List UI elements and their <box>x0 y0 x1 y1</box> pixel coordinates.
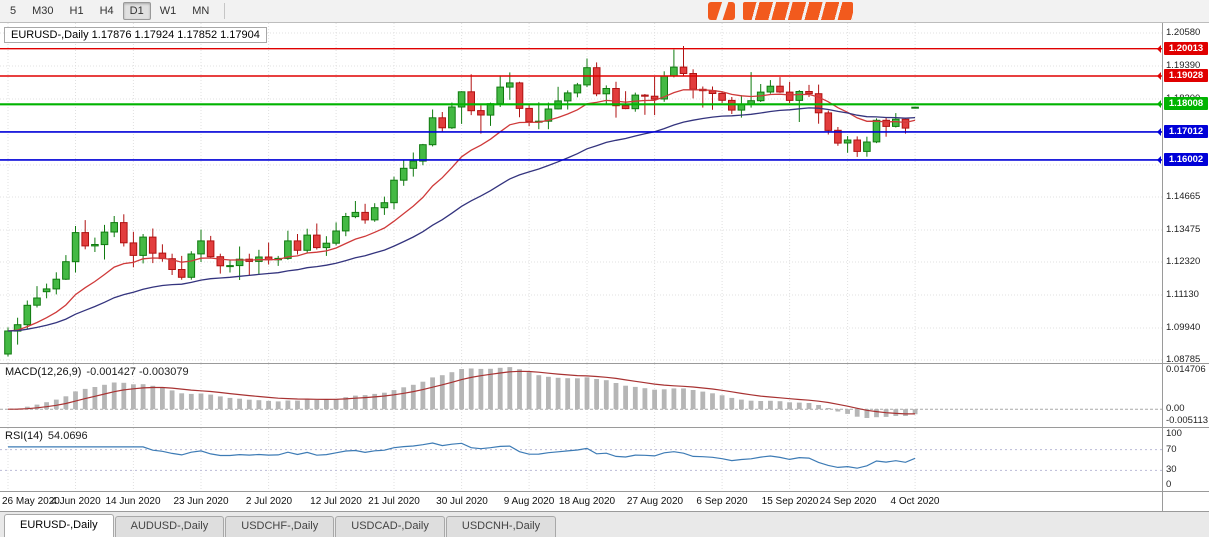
chart-tab-usdchf-daily[interactable]: USDCHF-,Daily <box>225 516 335 537</box>
chart-tab-usdcad-daily[interactable]: USDCAD-,Daily <box>335 516 445 537</box>
rsi-label: RSI(14) 54.0696 <box>5 430 88 442</box>
timeframe-button-w1[interactable]: W1 <box>153 2 184 20</box>
price-chart-svg <box>0 23 1162 363</box>
time-axis-label: 23 Jun 2020 <box>173 496 229 507</box>
time-axis-label: 12 Jul 2020 <box>310 496 362 507</box>
badge-arrow-icon <box>1157 71 1161 80</box>
price-line-badge: 1.16002 <box>1157 153 1208 166</box>
time-axis-label: 14 Jun 2020 <box>105 496 161 507</box>
timeframe-toolbar-buttons: 5 M30 H1 H4 D1 W1 MN <box>2 2 217 20</box>
timeframe-toolbar: 5 M30 H1 H4 D1 W1 MN <box>0 0 1209 23</box>
toolbar-separator <box>224 3 226 19</box>
price-line-badge: 1.20013 <box>1157 42 1208 55</box>
chart-tabs: EURUSD-,Daily AUDUSD-,Daily USDCHF-,Daily U… <box>4 514 557 537</box>
time-axis: 26 May 2020 4 Jun 2020 14 Jun 2020 23 Jun 2… <box>0 492 1209 512</box>
macd-axis-label: -0.005113 <box>1166 415 1209 426</box>
chart-tab-audusd-daily[interactable]: AUDUSD-,Daily <box>114 516 225 537</box>
time-axis-label: 15 Sep 2020 <box>761 496 819 507</box>
macd-axis-label: 0.00 <box>1166 403 1185 414</box>
time-axis-label: 30 Jul 2020 <box>436 496 488 507</box>
price-axis-label: 1.19390 <box>1166 60 1201 71</box>
macd-panel: MACD(12,26,9) -0.001427 -0.003079 0.01470… <box>0 364 1209 428</box>
price-axis-label: 1.12320 <box>1166 256 1201 267</box>
time-axis-label: 9 Aug 2020 <box>503 496 555 507</box>
time-axis-label: 18 Aug 2020 <box>558 496 616 507</box>
timeframe-button-5[interactable]: 5 <box>3 2 23 20</box>
badge-arrow-icon <box>1157 155 1161 164</box>
chart-tab-usdcnh-daily[interactable]: USDCNH-,Daily <box>445 516 557 537</box>
time-axis-labels[interactable]: 26 May 2020 4 Jun 2020 14 Jun 2020 23 Jun 2… <box>0 492 1162 511</box>
price-axis[interactable]: 1.205801.193901.182001.146651.134751.123… <box>1157 23 1209 365</box>
price-axis-label: 1.14665 <box>1166 191 1201 202</box>
rsi-axis-label: 100 <box>1166 428 1182 439</box>
macd-plot[interactable]: MACD(12,26,9) -0.001427 -0.003079 <box>0 364 1162 427</box>
price-line-badge: 1.18008 <box>1157 97 1208 110</box>
macd-axis-label: 0.014706 <box>1166 364 1206 375</box>
price-axis-label: 1.13475 <box>1166 224 1201 235</box>
timeframe-button-h4[interactable]: H4 <box>93 2 121 20</box>
rsi-chart-svg <box>0 428 1162 491</box>
time-axis-label: 6 Sep 2020 <box>696 496 748 507</box>
time-axis-label: 4 Jun 2020 <box>51 496 101 507</box>
time-axis-label: 26 May 2020 <box>2 496 60 507</box>
timeframe-button-mn[interactable]: MN <box>185 2 216 20</box>
time-axis-corner <box>1162 492 1209 511</box>
time-axis-label: 4 Oct 2020 <box>890 496 940 507</box>
broker-logo <box>708 1 853 21</box>
rsi-name: RSI(14) <box>5 430 43 442</box>
time-axis-label: 21 Jul 2020 <box>368 496 420 507</box>
main-chart-panel: EURUSD-,Daily 1.17876 1.17924 1.17852 1.… <box>0 23 1209 365</box>
price-axis-label: 1.09940 <box>1166 322 1201 333</box>
chart-tabs-bar: EURUSD-,Daily AUDUSD-,Daily USDCHF-,Daily U… <box>0 512 1209 537</box>
rsi-plot[interactable]: RSI(14) 54.0696 <box>0 428 1162 491</box>
rsi-axis: 100 70 30 0 <box>1162 428 1209 491</box>
macd-axis: 0.014706 0.00 -0.005113 <box>1162 364 1209 427</box>
time-axis-label: 2 Jul 2020 <box>245 496 293 507</box>
timeframe-button-h1[interactable]: H1 <box>63 2 91 20</box>
badge-arrow-icon <box>1157 44 1161 53</box>
macd-values: -0.001427 -0.003079 <box>86 366 189 378</box>
macd-chart-svg <box>0 364 1162 427</box>
chart-tab-eurusd-daily[interactable]: EURUSD-,Daily <box>4 514 114 537</box>
price-plot[interactable]: EURUSD-,Daily 1.17876 1.17924 1.17852 1.… <box>0 23 1162 363</box>
price-axis-label: 1.20580 <box>1166 27 1201 38</box>
rsi-axis-label: 0 <box>1166 479 1172 490</box>
badge-arrow-icon <box>1157 127 1161 136</box>
timeframe-button-m30[interactable]: M30 <box>25 2 60 20</box>
price-line-badge: 1.19028 <box>1157 69 1208 82</box>
time-axis-label: 24 Sep 2020 <box>819 496 877 507</box>
price-axis-label: 1.08785 <box>1166 354 1201 365</box>
price-axis-label: 1.11130 <box>1166 289 1199 300</box>
broker-logo-icon <box>708 2 735 20</box>
timeframe-button-d1[interactable]: D1 <box>122 2 151 20</box>
broker-logo-wordmark <box>743 2 853 20</box>
rsi-axis-label: 70 <box>1166 444 1177 455</box>
macd-label: MACD(12,26,9) -0.001427 -0.003079 <box>5 366 189 378</box>
rsi-panel: RSI(14) 54.0696 100 70 30 0 <box>0 428 1209 492</box>
rsi-axis-label: 30 <box>1166 464 1177 475</box>
rsi-value: 54.0696 <box>47 430 88 442</box>
macd-name: MACD(12,26,9) <box>5 366 82 378</box>
badge-arrow-icon <box>1157 99 1161 108</box>
chart-title: EURUSD-,Daily 1.17876 1.17924 1.17852 1.… <box>4 27 267 43</box>
price-line-badge: 1.17012 <box>1157 125 1208 138</box>
time-axis-label: 27 Aug 2020 <box>626 496 684 507</box>
